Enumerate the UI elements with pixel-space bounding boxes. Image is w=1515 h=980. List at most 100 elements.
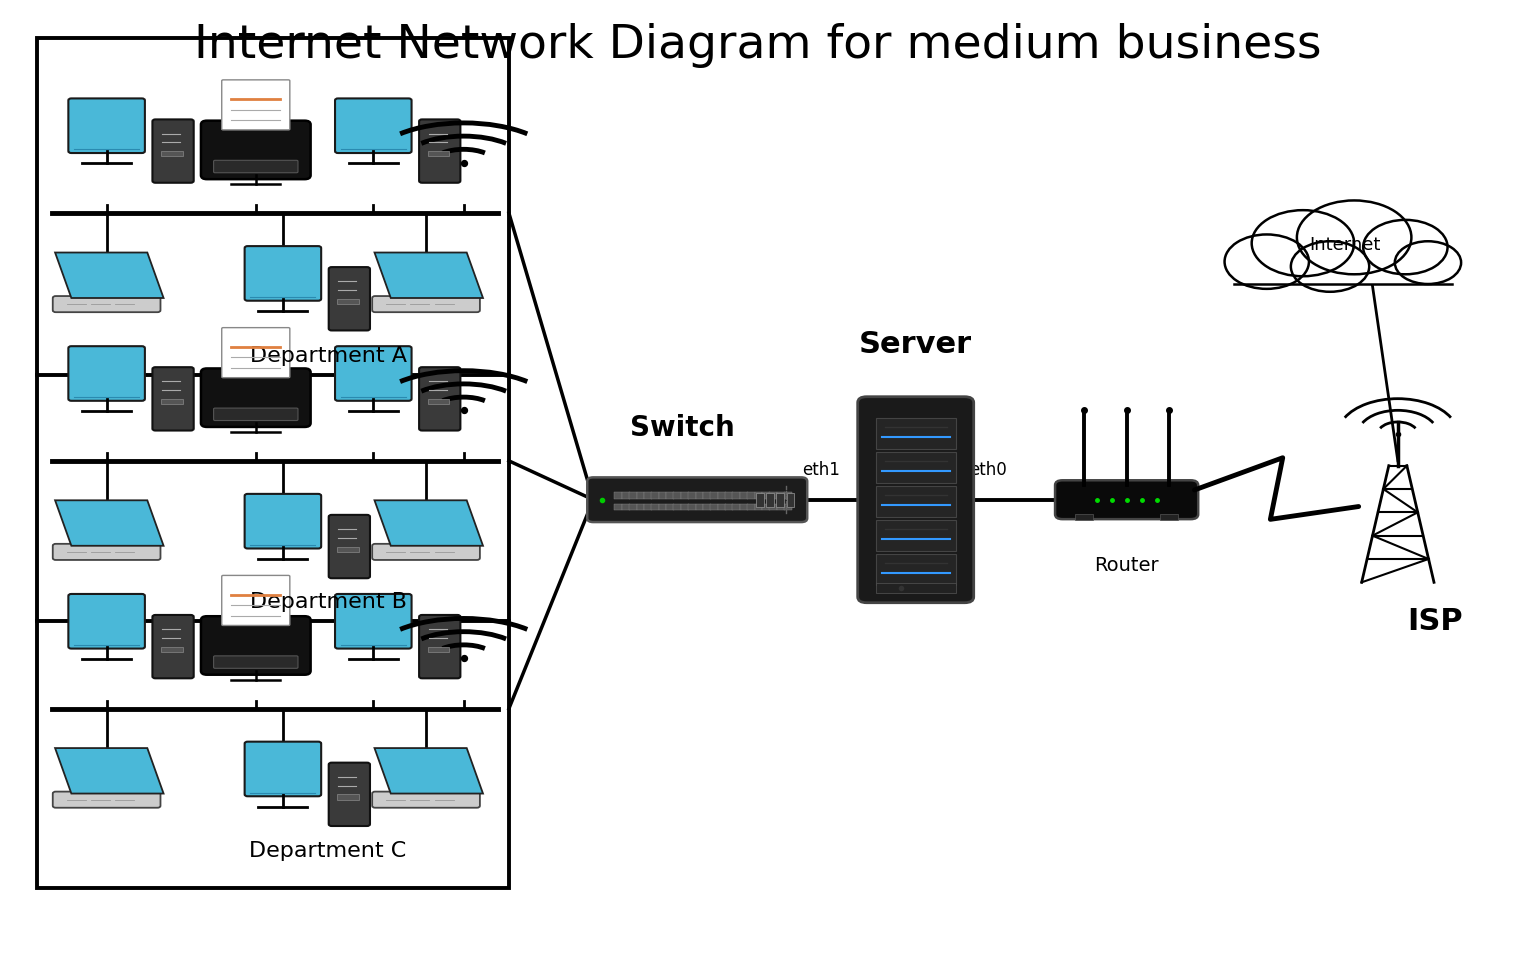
Bar <box>747 492 754 499</box>
FancyBboxPatch shape <box>329 762 370 826</box>
FancyBboxPatch shape <box>201 368 311 427</box>
Bar <box>785 504 792 511</box>
FancyBboxPatch shape <box>68 346 145 401</box>
Text: eth1: eth1 <box>801 462 839 479</box>
Bar <box>615 504 623 511</box>
Text: Internet Network Diagram for medium business: Internet Network Diagram for medium busi… <box>194 24 1321 69</box>
FancyBboxPatch shape <box>201 121 311 179</box>
Bar <box>726 504 733 511</box>
FancyBboxPatch shape <box>244 742 321 797</box>
Bar <box>754 492 762 499</box>
FancyBboxPatch shape <box>1054 480 1198 519</box>
Bar <box>667 504 674 511</box>
Bar <box>732 492 741 499</box>
FancyBboxPatch shape <box>244 494 321 549</box>
Text: ISP: ISP <box>1407 607 1463 636</box>
Bar <box>711 492 718 499</box>
Bar <box>732 504 741 511</box>
FancyBboxPatch shape <box>335 346 412 401</box>
Bar <box>703 492 711 499</box>
Bar <box>621 492 630 499</box>
Bar <box>1160 514 1177 520</box>
Polygon shape <box>55 253 164 298</box>
Text: Department B: Department B <box>250 592 406 612</box>
FancyBboxPatch shape <box>373 296 480 313</box>
Polygon shape <box>55 501 164 546</box>
FancyBboxPatch shape <box>420 368 461 430</box>
Bar <box>718 492 726 499</box>
FancyBboxPatch shape <box>335 594 412 649</box>
Circle shape <box>1224 234 1309 289</box>
Bar <box>762 492 770 499</box>
Bar <box>427 647 450 652</box>
Bar <box>876 418 956 449</box>
Bar <box>718 504 726 511</box>
Bar <box>38 38 509 889</box>
Bar <box>695 492 703 499</box>
Polygon shape <box>374 748 483 794</box>
FancyBboxPatch shape <box>329 268 370 330</box>
FancyBboxPatch shape <box>373 792 480 808</box>
Text: Server: Server <box>859 329 973 359</box>
Text: Department C: Department C <box>250 842 406 861</box>
FancyBboxPatch shape <box>221 327 289 377</box>
Bar <box>876 554 956 585</box>
Bar <box>621 504 630 511</box>
Bar <box>1076 514 1094 520</box>
FancyBboxPatch shape <box>420 120 461 182</box>
Bar <box>659 504 667 511</box>
Bar <box>629 504 636 511</box>
FancyBboxPatch shape <box>53 792 161 808</box>
FancyBboxPatch shape <box>153 368 194 430</box>
FancyBboxPatch shape <box>68 98 145 153</box>
Bar <box>777 492 785 499</box>
FancyBboxPatch shape <box>588 477 807 522</box>
Circle shape <box>1364 220 1447 274</box>
Bar <box>688 504 695 511</box>
Text: Switch: Switch <box>630 414 735 442</box>
Bar <box>770 504 777 511</box>
Polygon shape <box>374 253 483 298</box>
FancyBboxPatch shape <box>214 161 298 172</box>
Bar <box>427 151 450 157</box>
Bar <box>161 399 182 404</box>
FancyBboxPatch shape <box>153 615 194 678</box>
Bar <box>876 583 956 593</box>
FancyBboxPatch shape <box>857 397 974 603</box>
Bar <box>786 493 794 507</box>
FancyBboxPatch shape <box>221 79 289 130</box>
Bar <box>1227 255 1457 284</box>
Circle shape <box>1297 201 1412 274</box>
Circle shape <box>1251 210 1354 276</box>
Bar <box>747 504 754 511</box>
Bar <box>427 399 450 404</box>
Bar <box>615 492 623 499</box>
FancyBboxPatch shape <box>53 544 161 560</box>
Bar <box>674 492 682 499</box>
FancyBboxPatch shape <box>221 575 289 625</box>
Bar <box>674 504 682 511</box>
FancyBboxPatch shape <box>244 246 321 301</box>
Bar <box>161 151 182 157</box>
Bar <box>739 492 748 499</box>
FancyBboxPatch shape <box>214 408 298 420</box>
Bar <box>644 504 651 511</box>
Bar <box>754 504 762 511</box>
Polygon shape <box>374 501 483 546</box>
Bar <box>338 299 359 304</box>
Text: Router: Router <box>1094 557 1159 575</box>
Bar <box>739 504 748 511</box>
Bar <box>659 492 667 499</box>
Bar <box>762 504 770 511</box>
Bar <box>703 504 711 511</box>
Bar <box>695 504 703 511</box>
Bar <box>876 486 956 517</box>
Circle shape <box>1395 241 1460 284</box>
Polygon shape <box>55 748 164 794</box>
Bar <box>651 504 659 511</box>
Bar <box>161 647 182 652</box>
FancyBboxPatch shape <box>335 98 412 153</box>
FancyBboxPatch shape <box>373 544 480 560</box>
Text: Internet: Internet <box>1309 236 1380 254</box>
Bar <box>636 504 644 511</box>
